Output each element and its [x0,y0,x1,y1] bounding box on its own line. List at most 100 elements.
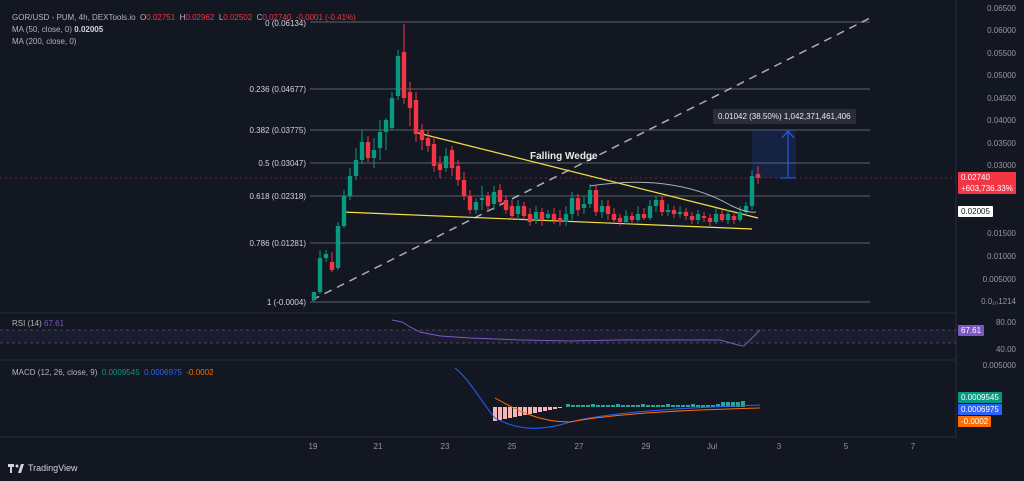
candle-body [323,254,329,258]
fib-label-05: 0.5 (0.03047) [258,159,306,168]
macd-hist-bar [553,407,557,409]
candle-body [683,212,689,216]
macd-legend: MACD (12, 26, close, 9) 0.0009545 0.0006… [12,368,214,377]
candle-body [755,174,761,178]
candle-body [677,212,683,214]
macd-hist-bar [606,405,610,407]
price-axis-label: 0.05000 [987,71,1016,80]
candle-body [629,216,635,220]
measure-box [752,130,796,178]
candle-body [419,130,425,140]
macd-hist-bar [736,402,740,407]
macd-hist-bar [576,405,580,407]
trend-dashed-line [311,17,871,301]
candle-body [425,138,431,146]
candle-body [485,196,491,206]
macd-hist-bar [676,405,680,407]
candle-body [407,92,413,108]
macd-hist-bar [571,405,575,407]
fib-label-0786: 0.786 (0.01281) [249,239,307,248]
candle-body [491,192,497,204]
time-axis-label: Jul [706,442,718,451]
candle-body [569,198,575,214]
falling-wedge-label: Falling Wedge [530,151,598,162]
macd-hist-bar [503,407,507,419]
macd-hist-bar [666,404,670,407]
candle-body [539,212,545,220]
macd-hist-bar [646,405,650,407]
macd-hist-bar [726,402,730,407]
candle-body [533,212,539,220]
price-axis-label: 0.04500 [987,94,1016,103]
macd-hist-bar [601,405,605,407]
candle-body [599,206,605,212]
candle-body [371,150,377,158]
candle-body [563,214,569,222]
time-axis-label: 27 [574,442,584,451]
candle-body [695,214,701,220]
macd-hist-bar [686,405,690,407]
macd-hist-bar [691,404,695,407]
candle-body [647,206,653,218]
candle-body [455,166,461,180]
macd-hist-bar [523,407,527,415]
fib-label-0: 0 (0.06134) [265,19,306,28]
macd-hist-bar [701,405,705,407]
candle-body [731,216,737,220]
macd-axis-top: 0.005000 [982,361,1016,370]
macd-histogram [493,401,745,421]
fib-label-0382: 0.382 (0.03775) [249,126,307,135]
tradingview-icon [8,463,24,473]
macd-hist-bar [528,407,532,414]
last-price-tag: 0.02740 +603,736.33% [958,172,1016,194]
macd-hist-bar [586,405,590,407]
candle-body [551,214,557,220]
macd-value-tag: 0.0009545 [958,392,1002,403]
macd-hist-bar [538,407,542,412]
time-axis-label: 23 [440,442,450,451]
candle-body [353,160,359,176]
rsi-axis-40: 40.00 [995,345,1016,354]
macd-hist-bar [636,405,640,407]
candle-body [461,180,467,196]
candle-body [575,198,581,210]
ma200-legend: MA (200, close, 0) [12,37,77,46]
candle-body [497,190,503,202]
signal-line [494,397,761,423]
macd-hist-bar [616,404,620,407]
candle-body [467,196,473,210]
macd-hist-bar [656,405,660,407]
candle-body [515,206,521,214]
candle-body [557,218,563,222]
ma50-legend: MA (50, close, 0) 0.02005 [12,25,104,34]
macd-hist-bar [611,405,615,407]
time-axis-label: 19 [308,442,318,451]
candle-body [329,262,335,270]
measure-arrowhead [781,130,795,139]
candle-body [431,144,437,166]
macd-hist-bar [626,405,630,407]
macd-hist-bar [721,402,725,407]
macd-hist-bar [581,405,585,407]
rsi-value-tag: 67.61 [958,325,985,336]
candle-body [671,210,677,214]
macd-line [454,367,761,429]
macd-hist-bar [513,407,517,417]
candle-body [689,216,695,220]
candle-body [617,218,623,222]
candle-body [587,190,593,204]
signal-value-tag: 0.0006975 [958,404,1002,415]
candle-body [707,218,713,222]
time-axis-label: 3 [776,442,782,451]
candle-body [389,98,395,128]
time-axis-label: 5 [843,442,849,451]
candle-body [719,214,725,220]
wedge-lower-line [341,211,753,230]
time-axis-label: 29 [641,442,651,451]
candle-body [605,206,611,214]
tradingview-logo[interactable]: TradingView [8,463,78,473]
candle-body [509,206,515,216]
price-axis-label: 0.03500 [987,139,1016,148]
hist-value-tag: -0.0002 [958,416,992,427]
